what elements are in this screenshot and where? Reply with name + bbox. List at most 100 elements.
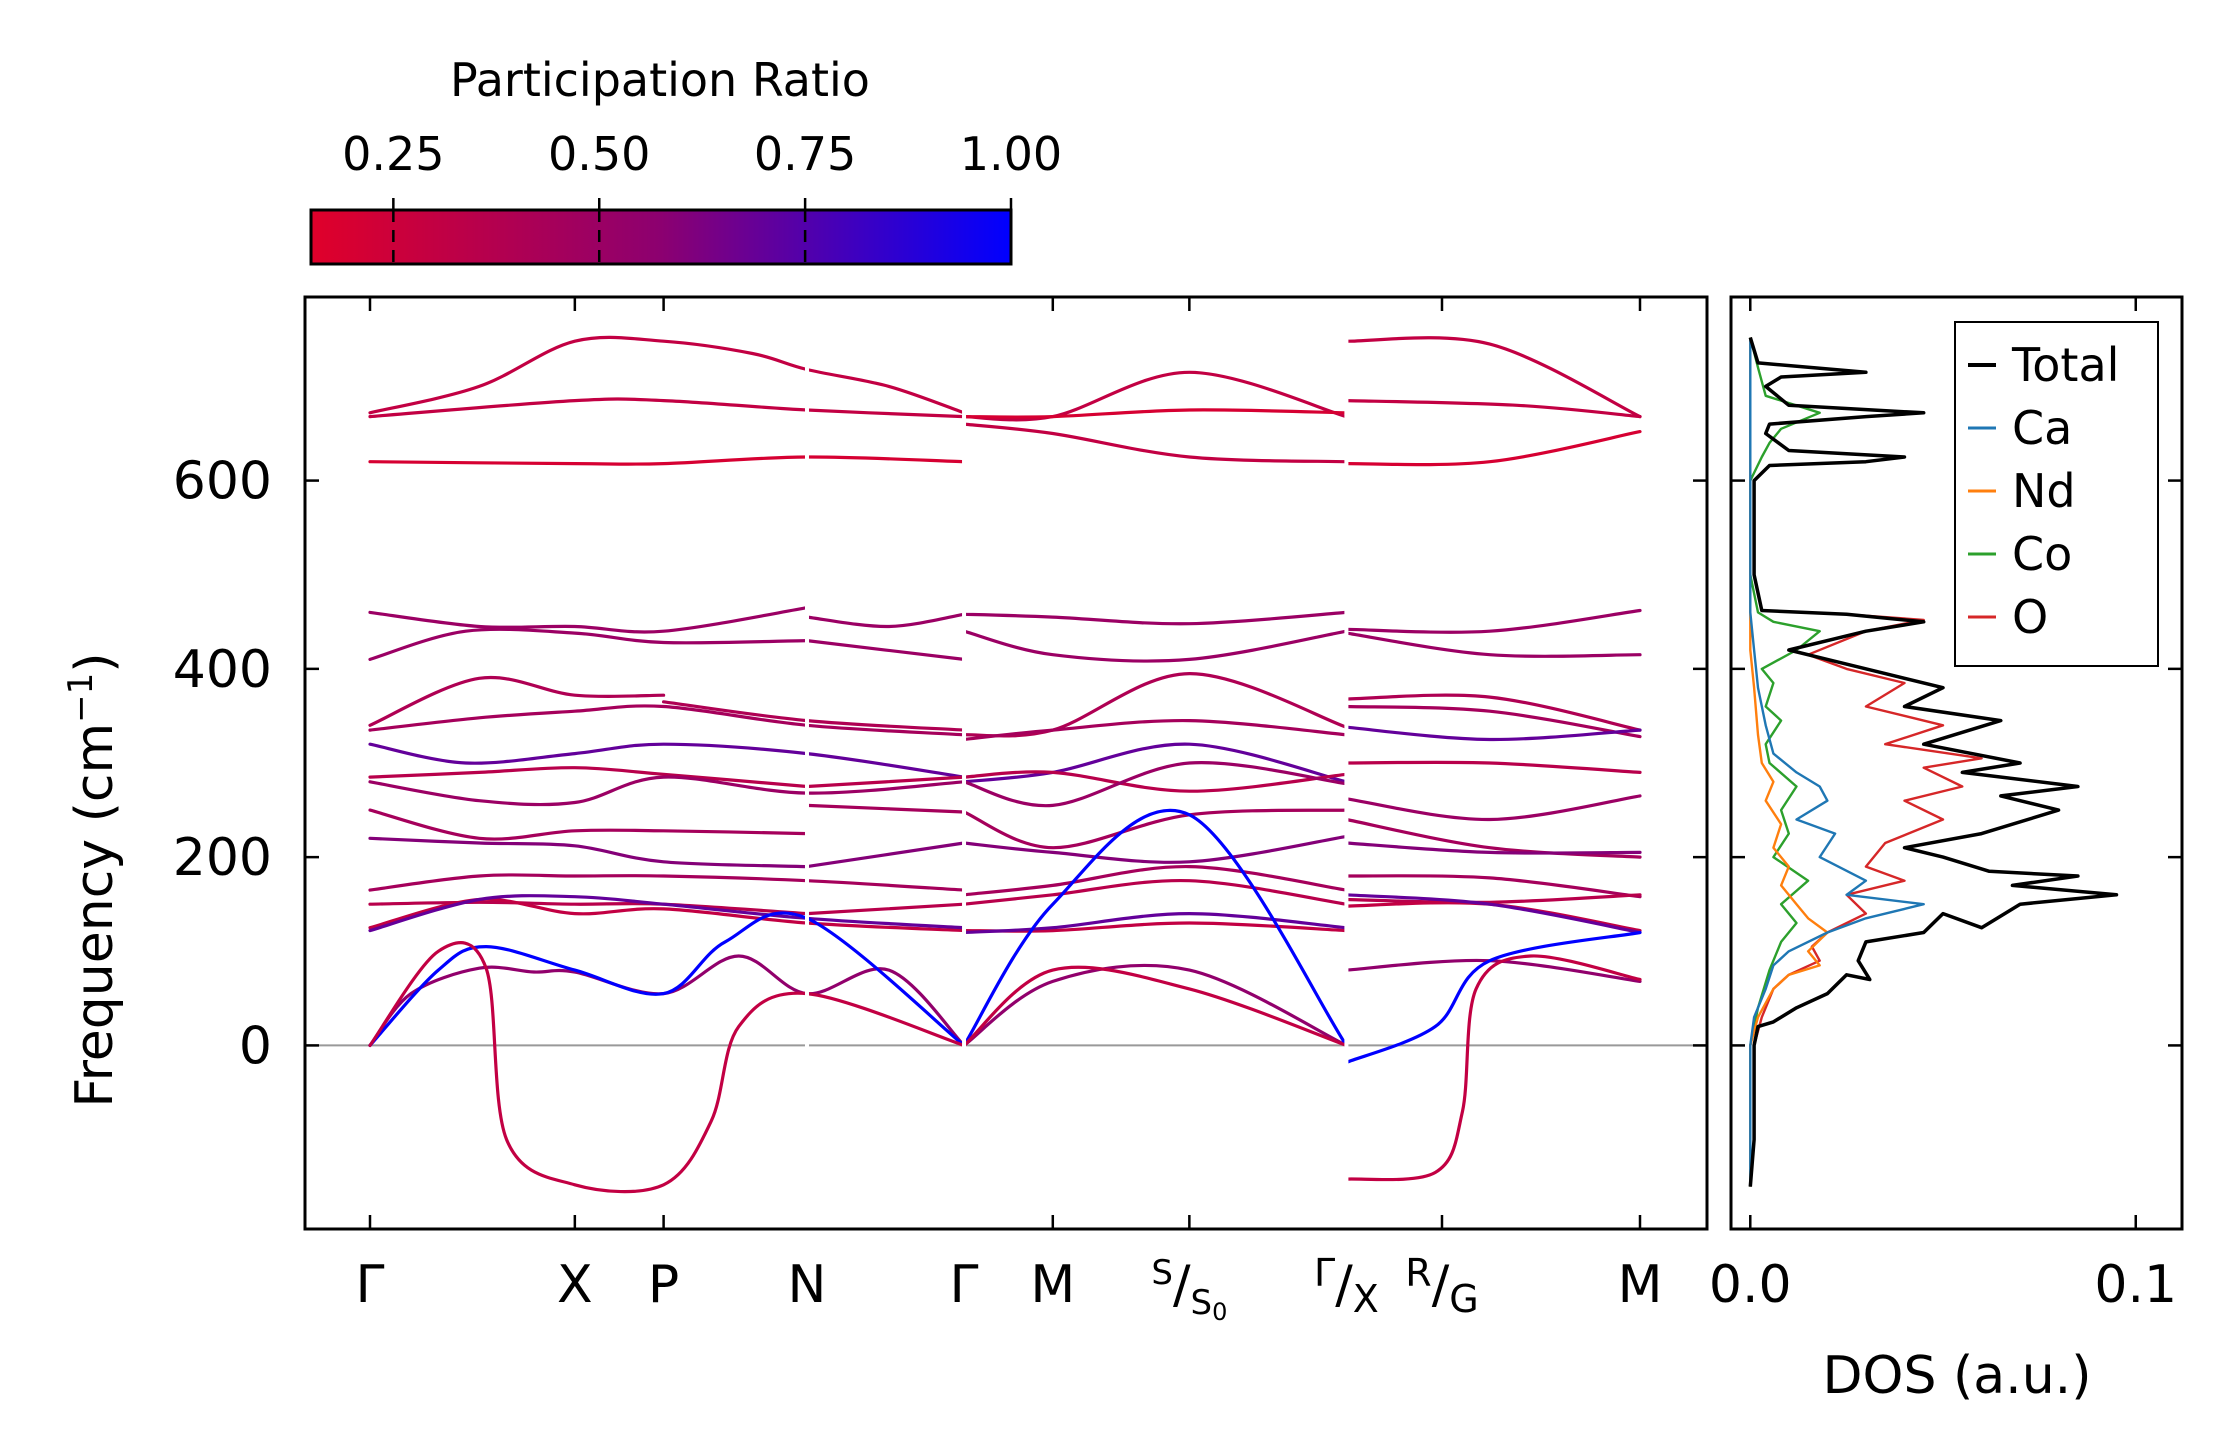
legend-label-co: Co — [2012, 527, 2072, 581]
phonon-band — [1344, 430, 1642, 467]
y-tick-label: 200 — [173, 828, 272, 888]
dos-x-axis-label: DOS (a.u.) — [1823, 1346, 2092, 1406]
k-point-label: N — [788, 1255, 827, 1315]
phonon-band — [368, 704, 966, 737]
k-point-label: Γ — [356, 1255, 385, 1315]
phonon-band — [1344, 760, 1642, 774]
phonon-band — [1344, 958, 1642, 983]
legend-box — [1954, 321, 2159, 667]
phonon-band — [962, 718, 1348, 742]
phonon-band — [1344, 901, 1642, 933]
dos-ticks — [1731, 297, 2182, 1229]
phonon-band — [962, 808, 1348, 850]
phonon-band — [1344, 631, 1642, 658]
phonon-band — [368, 911, 966, 1047]
colorbar-ticks — [392, 198, 1013, 264]
phonon-band — [962, 864, 1348, 897]
phonon-band — [962, 610, 1348, 626]
k-point-label: R/G — [1405, 1251, 1478, 1321]
dispersion-ticks — [305, 297, 1707, 1229]
colorbar-gradient — [309, 208, 1013, 266]
y-tick-label: 400 — [173, 640, 272, 700]
phonon-band — [962, 370, 1348, 422]
phonon-band — [368, 397, 966, 419]
legend-label-ca: Ca — [2012, 401, 2072, 455]
y-axis-label: Frequency (cm−1) — [61, 652, 125, 1107]
phonon-band — [805, 639, 966, 661]
dos-x-tick-label: 0.0 — [1709, 1255, 1792, 1315]
dos-panel: 0.0 0.1 DOS (a.u.) Total Ca Nd Co O — [1709, 295, 2184, 1406]
phonon-band — [1344, 954, 1642, 1182]
phonon-band — [368, 606, 809, 634]
k-point-label: P — [648, 1255, 679, 1315]
phonon-band — [962, 878, 1348, 906]
phonon-band — [962, 760, 1348, 808]
phonon-band — [805, 902, 966, 916]
phonon-band — [805, 612, 966, 629]
y-tick-label: 600 — [173, 452, 272, 512]
k-point-labels: Γ X P N Γ M S/S0Γ/XR/G M — [356, 1251, 1663, 1326]
legend-label-o: O — [2012, 590, 2048, 644]
k-point-label: M — [1030, 1255, 1075, 1315]
dos-line-nd — [1749, 339, 1829, 1187]
phonon-band — [962, 629, 1348, 663]
dos-frame — [1729, 295, 2184, 1231]
k-point-label: S/S0 — [1151, 1253, 1227, 1326]
dos-line-ca — [1749, 339, 1925, 1187]
phonon-band — [368, 335, 966, 415]
dos-series — [1748, 336, 2119, 1187]
phonon-band — [368, 836, 809, 869]
phonon-band — [1344, 794, 1642, 822]
phonon-band — [962, 912, 1348, 935]
phonon-band — [1344, 841, 1642, 855]
k-point-label: X — [557, 1255, 593, 1315]
phonon-band — [962, 965, 1348, 1047]
phonon-band — [368, 775, 966, 807]
colorbar-label: Participation Ratio — [450, 53, 870, 107]
phonon-band — [962, 742, 1348, 784]
phonon-bands — [368, 335, 1642, 1194]
phonon-band — [1344, 704, 1642, 739]
phonon-band — [1344, 608, 1642, 634]
dos-x-tick-labels: 0.0 0.1 — [1709, 1255, 2177, 1315]
legend-items: Total Ca Nd Co O — [1968, 338, 2119, 644]
phonon-band — [368, 766, 809, 789]
dos-legend: Total Ca Nd Co O — [1954, 321, 2159, 667]
phonon-band — [962, 408, 1348, 419]
phonon-band — [368, 900, 809, 916]
k-point-label: Γ/X — [1314, 1251, 1379, 1321]
phonon-band — [1344, 725, 1642, 742]
phonon-band — [1344, 893, 1642, 935]
phonon-band — [1344, 893, 1642, 905]
y-tick-labels: 0 200 400 600 — [173, 452, 272, 1077]
phonon-band — [805, 775, 966, 789]
phonon-band — [962, 834, 1348, 864]
phonon-band — [368, 808, 809, 841]
dos-x-tick-label: 0.1 — [2094, 1255, 2177, 1315]
phonon-band — [962, 808, 1348, 1047]
legend-label-total: Total — [2011, 338, 2119, 392]
legend-label-nd: Nd — [2012, 464, 2076, 518]
phonon-band — [368, 941, 966, 1194]
phonon-band — [805, 803, 966, 814]
y-tick-label: 0 — [239, 1016, 272, 1076]
k-point-label: M — [1618, 1255, 1663, 1315]
phonon-band — [1344, 336, 1642, 419]
phonon-band — [962, 770, 1348, 793]
phonon-band — [1344, 817, 1642, 859]
colorbar-tick-label: 1.00 — [960, 127, 1062, 181]
phonon-band — [368, 873, 966, 892]
phonon-band — [962, 671, 1348, 738]
colorbar: Participation Ratio 0.25 0.50 0.75 1.00 — [309, 53, 1062, 266]
phonon-band — [962, 963, 1348, 1047]
phonon-band — [962, 422, 1348, 464]
phonon-band — [368, 742, 966, 779]
phonon-band — [805, 841, 966, 869]
phonon-band — [1344, 930, 1642, 1064]
colorbar-tick-labels: 0.25 0.50 0.75 1.00 — [342, 127, 1062, 181]
k-point-label: Γ — [950, 1255, 979, 1315]
phonon-band — [368, 455, 966, 466]
dos-line-total — [1748, 336, 2119, 1187]
